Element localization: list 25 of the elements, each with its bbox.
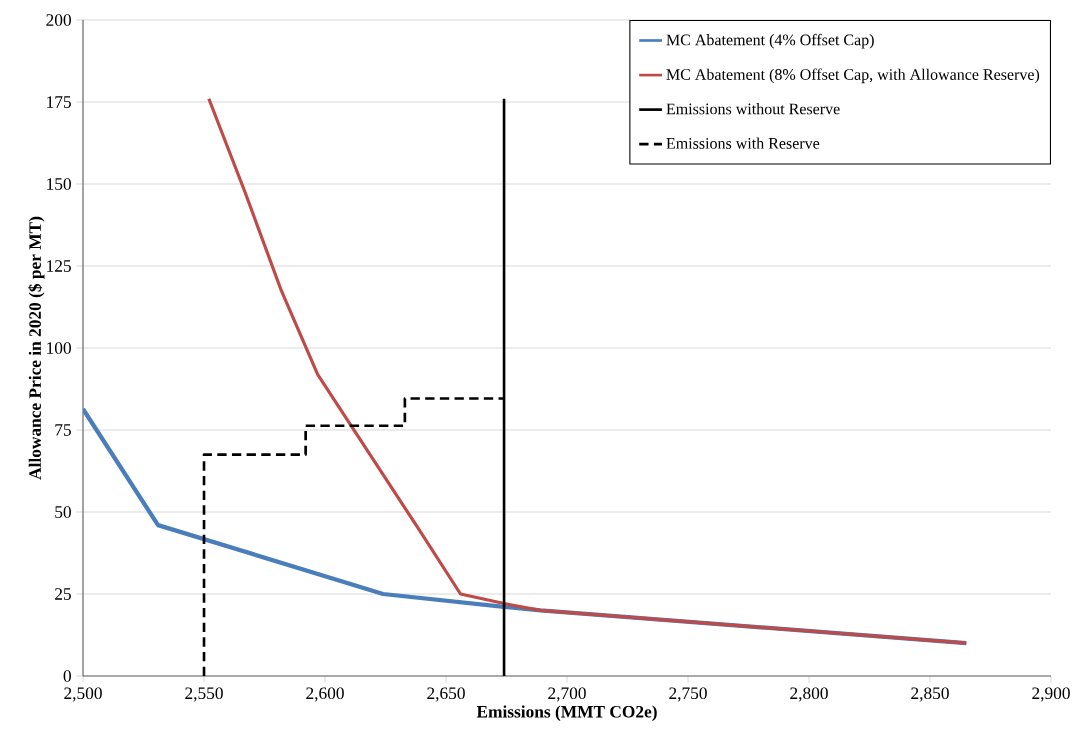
x-tick-label: 2,750 [669,687,707,702]
x-tick-label: 2,850 [911,687,949,702]
x-tick-label: 2,600 [306,687,344,702]
legend-label: Emissions without Reserve [666,103,840,115]
x-tick-label: 2,500 [64,687,102,702]
y-tick-label: 100 [47,342,71,354]
y-tick-label: 75 [55,424,71,436]
x-tick-label: 2,800 [790,687,828,702]
y-tick-label: 125 [47,260,71,272]
y-tick-label: 175 [47,96,71,108]
y-tick-label: 50 [55,506,71,518]
x-tick-label: 2,550 [185,687,223,702]
legend-label: Emissions with Reserve [666,137,820,149]
legend-label: MC Abatement (4% Offset Cap) [666,33,874,49]
x-tick-label: 2,650 [427,687,465,702]
x-tick-label: 2,900 [1032,687,1070,702]
y-tick-label: 0 [63,670,71,682]
line-series [207,97,968,645]
y-tick-label: 25 [55,588,71,600]
x-axis-title: Emissions (MMT CO2e) [476,705,657,722]
x-tick-label: 2,700 [548,687,586,702]
y-axis-title: Allowance Price in 2020 ($ per MT) [28,216,45,480]
y-tick-label: 200 [46,14,71,26]
legend-label: MC Abatement (8% Offset Cap, with Allowance Reserve) [666,68,1040,84]
y-tick-label: 150 [47,178,71,190]
